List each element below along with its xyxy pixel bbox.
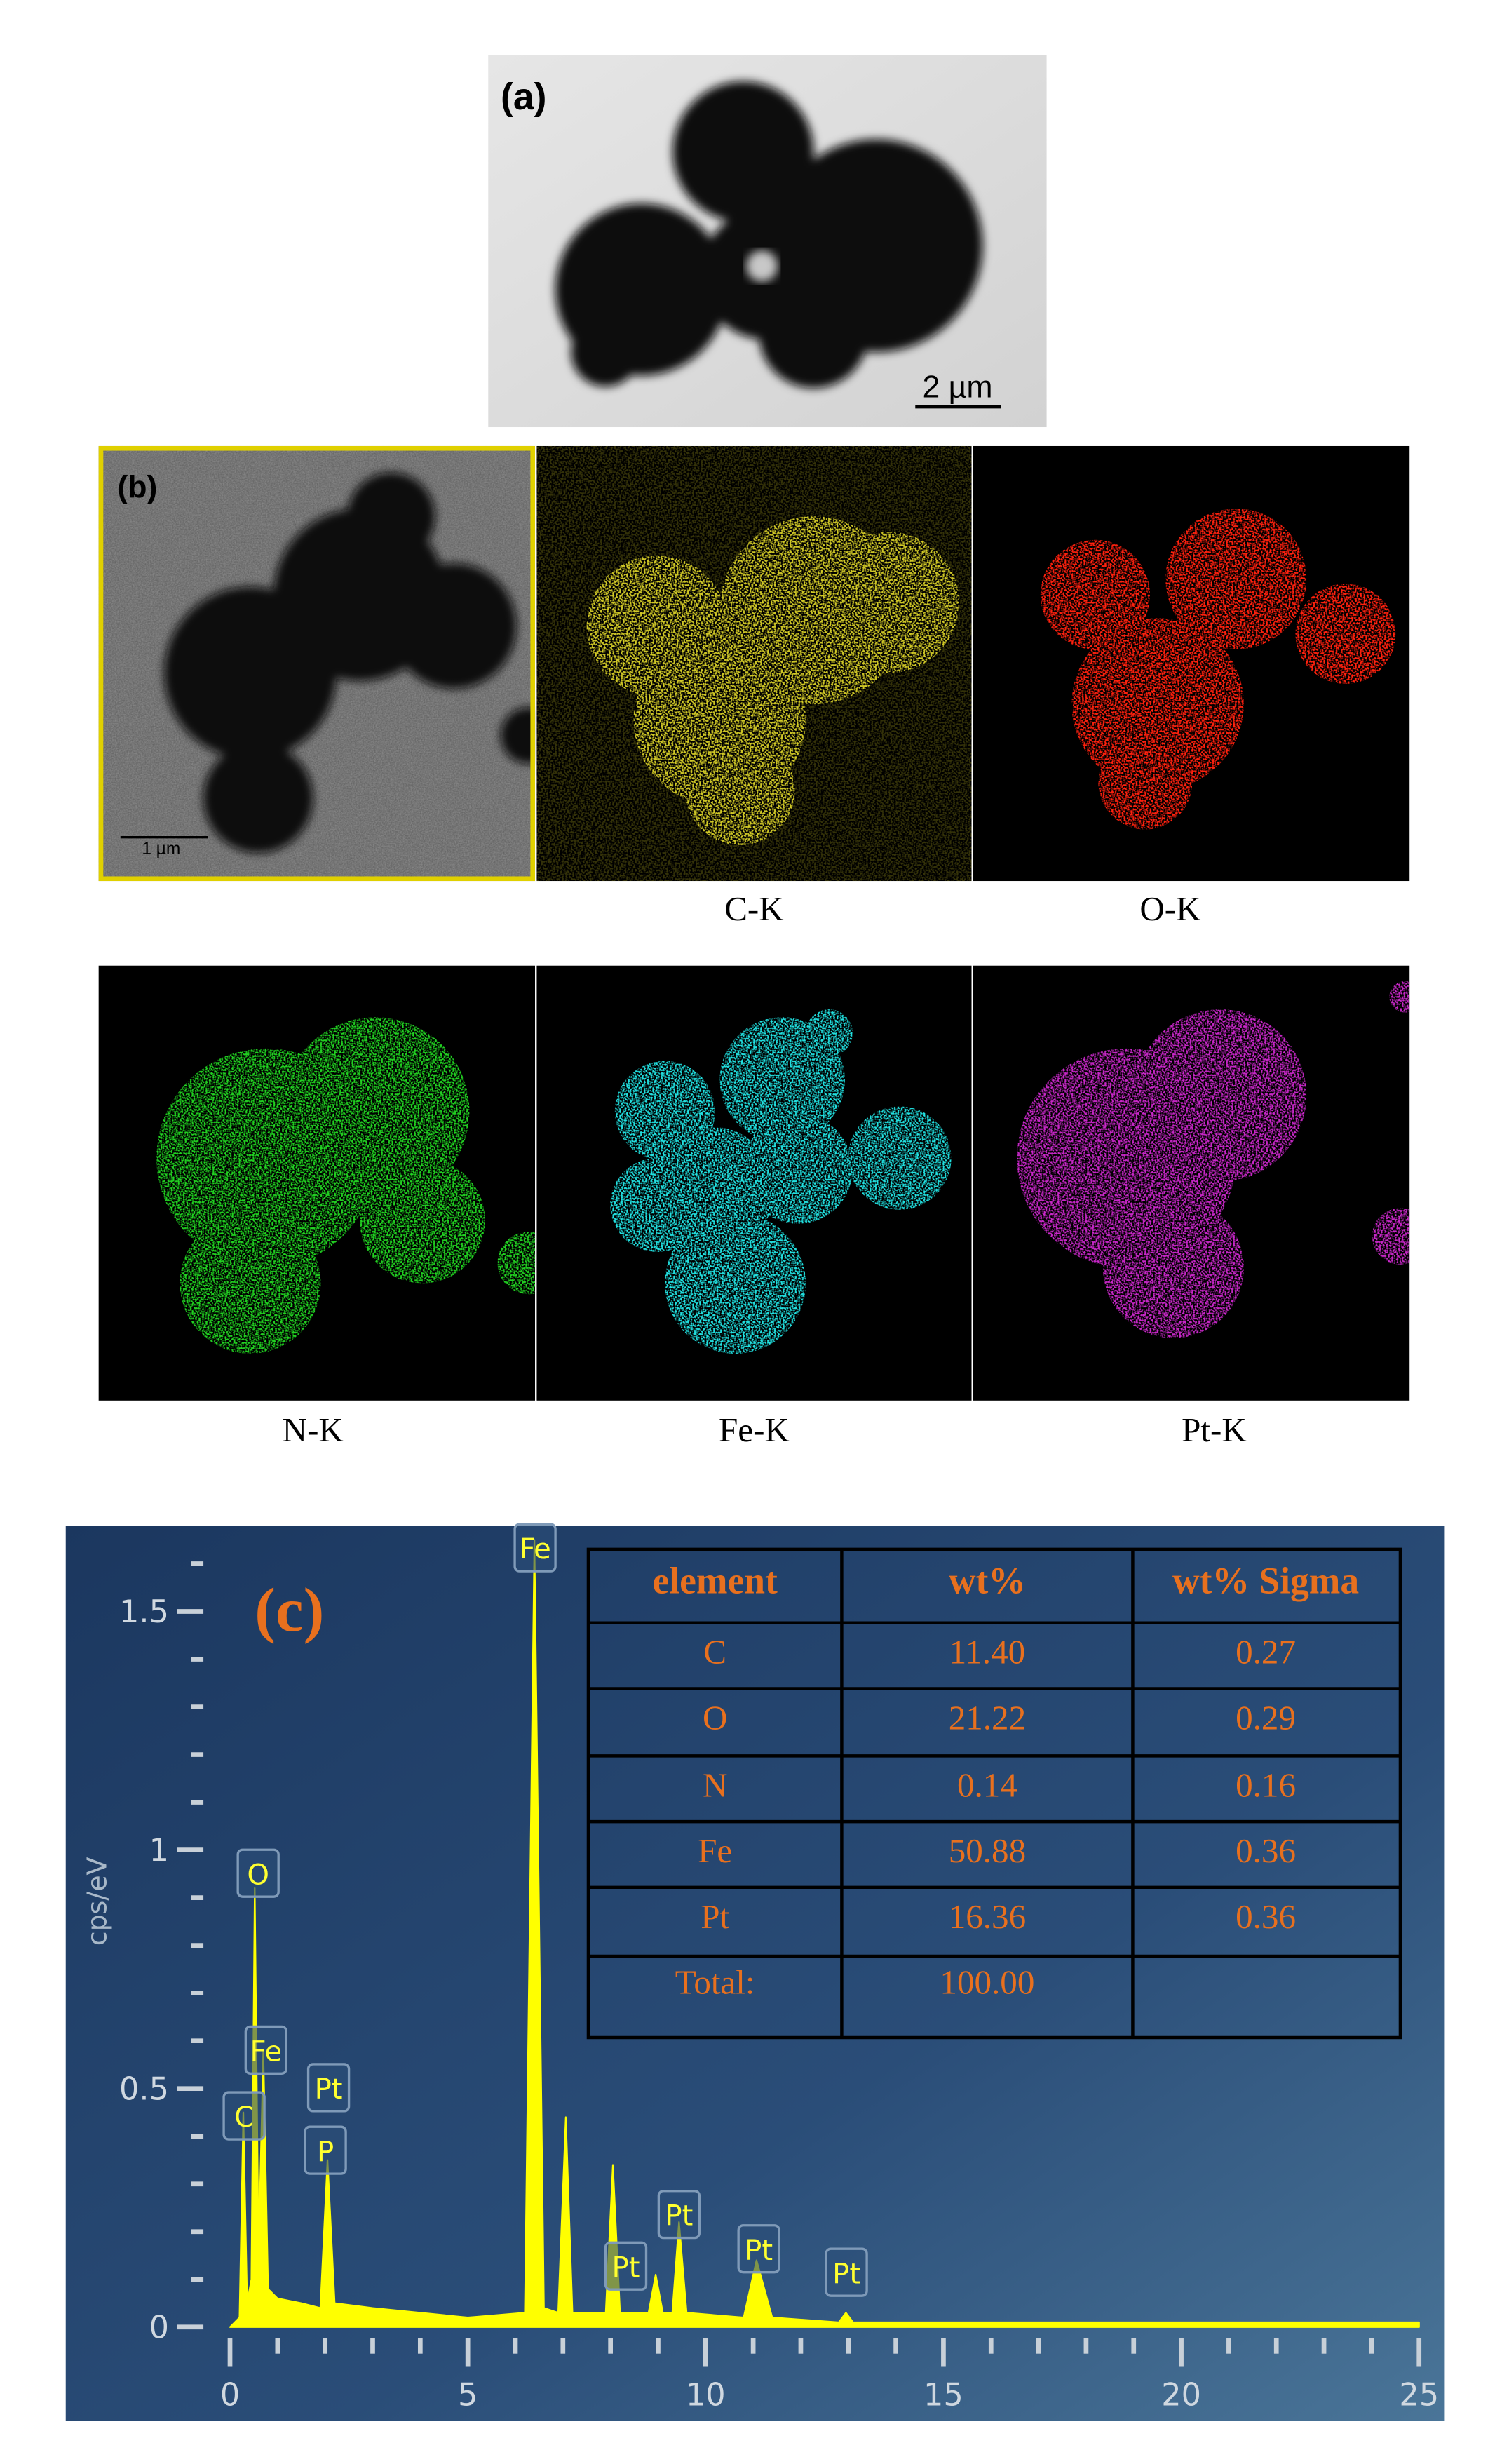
map-label: C-K [724, 889, 784, 928]
peak-label: Pt [612, 2251, 640, 2284]
composition-table: element wt% wt% Sigma C 11.40 0.27 O 21.22 0.29 N… [586, 1547, 1402, 2040]
peak-label-box [513, 1523, 557, 1573]
table-cell: 50.88 [949, 1831, 1026, 1870]
scale-bar-label: 1 µm [142, 840, 180, 859]
table-cell: O [703, 1698, 727, 1737]
panel-label: (b) [117, 471, 157, 505]
table-header: wt% [949, 1559, 1026, 1601]
table-cell: Total: [675, 1963, 755, 2002]
map-label: Fe-K [719, 1411, 790, 1449]
x-tick-label: 5 [458, 2376, 478, 2413]
table-cell: 0.27 [1236, 1633, 1296, 1671]
y-tick-label: 0 [149, 2309, 169, 2345]
peak-label: O [247, 1859, 269, 1891]
peak-label: Pt [315, 2073, 343, 2106]
table-cell: 0.16 [1236, 1765, 1296, 1804]
element-map [973, 965, 1410, 1401]
table-cell: Pt [701, 1897, 729, 1936]
peak-label: Fe [250, 2035, 283, 2068]
table-cell: 0.29 [1236, 1698, 1296, 1737]
element-map [536, 445, 972, 882]
peak-label-box [222, 2091, 266, 2141]
peak-label-box [236, 1848, 280, 1898]
table-cell: 0.36 [1236, 1897, 1296, 1936]
table-header: wt% Sigma [1172, 1559, 1359, 1601]
peak-label-box [604, 2241, 648, 2291]
scale-bar-label: 2 µm [922, 370, 992, 405]
table-cell: 16.36 [949, 1897, 1026, 1936]
table-cell: Fe [698, 1831, 732, 1870]
table-cell: 21.22 [949, 1698, 1026, 1737]
peak-label: Pt [745, 2235, 773, 2267]
table-cell: C [703, 1633, 726, 1671]
table-cell: 100.00 [940, 1963, 1034, 2002]
map-label: O-K [1139, 889, 1200, 928]
peak-label: Pt [832, 2258, 860, 2290]
panel-label: (c) [255, 1575, 324, 1645]
y-tick-label: 1.5 [119, 1594, 169, 1630]
peak-label-box [825, 2247, 868, 2297]
element-map [98, 965, 536, 1401]
table-cell: 11.40 [949, 1633, 1026, 1671]
element-map [536, 965, 972, 1401]
x-tick-label: 0 [220, 2376, 240, 2413]
map-label: Pt-K [1182, 1411, 1247, 1449]
table-cell: N [703, 1765, 727, 1804]
peak-label-box [657, 2189, 701, 2240]
panel-label: (a) [501, 76, 546, 118]
y-axis-label: cps/eV [82, 1857, 113, 1946]
table-header: element [653, 1559, 778, 1601]
element-map [973, 445, 1410, 882]
map-label: N-K [283, 1411, 344, 1449]
x-tick-label: 15 [923, 2376, 963, 2413]
peak-label-box [737, 2224, 780, 2274]
x-tick-label: 25 [1399, 2376, 1439, 2413]
spectrum-chart: 0 0.5 1 1.5 0 5 10 15 20 25 Fe O Fe C Pt P Pt Pt Pt Pt [119, 1523, 1439, 2413]
peak-label: P [317, 2136, 334, 2168]
y-tick-label: 0.5 [119, 2071, 169, 2107]
peak-label: C [234, 2101, 254, 2134]
y-tick-label: 1 [149, 1832, 169, 1869]
peak-label-box [304, 2125, 347, 2175]
peak-label: Pt [665, 2200, 693, 2233]
peak-label-box [244, 2025, 288, 2075]
table-cell: 0.14 [957, 1765, 1017, 1804]
table-border [586, 1547, 1402, 2040]
peak-label: Fe [519, 1533, 551, 1566]
tem-image-a [488, 55, 1047, 428]
x-tick-label: 20 [1161, 2376, 1201, 2413]
tem-image-b [98, 445, 536, 882]
x-tick-label: 10 [686, 2376, 726, 2413]
table-cell: 0.36 [1236, 1831, 1296, 1870]
peak-label-box [306, 2063, 351, 2113]
